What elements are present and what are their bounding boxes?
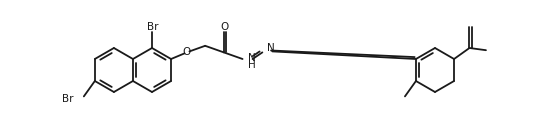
- Text: H: H: [247, 60, 256, 70]
- Text: N: N: [247, 53, 256, 63]
- Text: O: O: [182, 47, 190, 57]
- Text: O: O: [221, 22, 229, 31]
- Text: Br: Br: [147, 22, 159, 31]
- Text: Br: Br: [62, 94, 74, 104]
- Text: N: N: [267, 43, 275, 53]
